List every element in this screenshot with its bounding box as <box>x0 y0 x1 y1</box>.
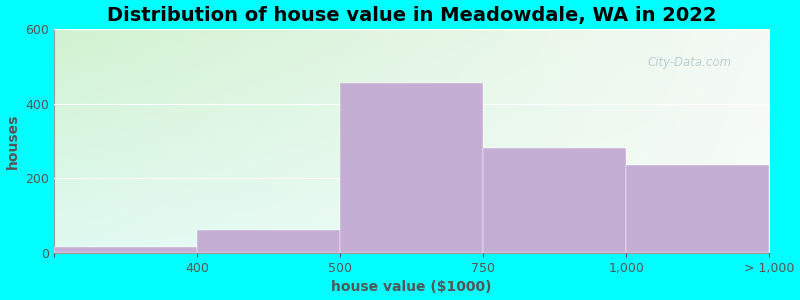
Text: City-Data.com: City-Data.com <box>648 56 732 69</box>
Bar <box>54 247 197 253</box>
Y-axis label: houses: houses <box>6 113 19 169</box>
Bar <box>483 148 626 253</box>
X-axis label: house value ($1000): house value ($1000) <box>331 280 492 294</box>
Bar <box>340 83 483 253</box>
Bar <box>626 165 770 253</box>
Bar <box>197 230 340 253</box>
Title: Distribution of house value in Meadowdale, WA in 2022: Distribution of house value in Meadowdal… <box>107 6 716 25</box>
